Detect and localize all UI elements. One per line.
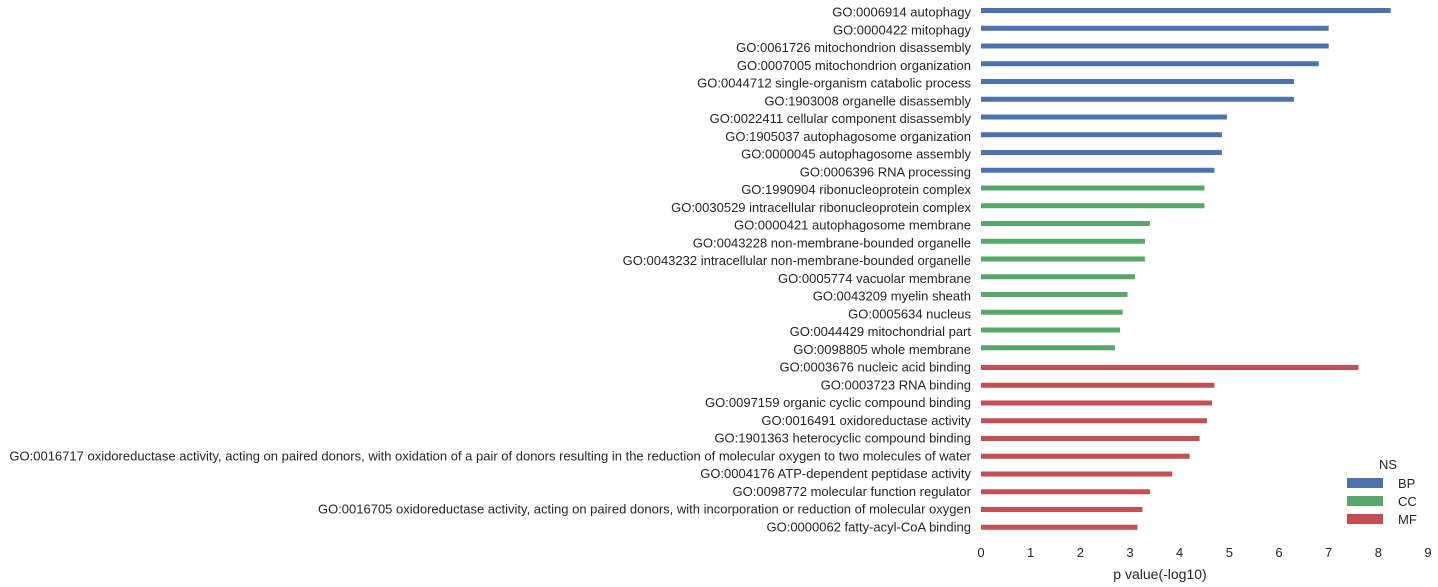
category-label: GO:0044429 mitochondrial part xyxy=(790,324,972,339)
category-label: GO:0000421 autophagosome membrane xyxy=(734,218,971,233)
category-label: GO:0004176 ATP-dependent peptidase activ… xyxy=(700,466,971,481)
bar-mf xyxy=(981,418,1207,424)
bar-bp xyxy=(981,43,1329,49)
x-tick-label: 5 xyxy=(1226,545,1233,560)
legend-title: NS xyxy=(1379,457,1397,472)
bar-mf xyxy=(981,436,1200,441)
category-label: GO:0006396 RNA processing xyxy=(800,164,971,179)
category-label: GO:0003676 nucleic acid binding xyxy=(779,360,971,375)
bar-cc xyxy=(981,309,1123,315)
category-label: GO:0006914 autophagy xyxy=(832,5,971,20)
category-label: GO:0044712 single-organism catabolic pro… xyxy=(697,76,971,91)
bar-bp xyxy=(981,150,1222,155)
category-label: GO:0043209 myelin sheath xyxy=(813,289,971,304)
category-label: GO:0061726 mitochondrion disassembly xyxy=(736,40,971,55)
x-tick-label: 6 xyxy=(1275,545,1282,560)
bar-bp xyxy=(981,167,1215,173)
legend-label-mf: MF xyxy=(1398,512,1417,527)
category-label: GO:0097159 organic cyclic compound bindi… xyxy=(705,395,971,410)
x-tick-label: 3 xyxy=(1126,545,1133,560)
bar-cc xyxy=(981,203,1205,209)
category-label: GO:0007005 mitochondrion organization xyxy=(737,58,971,73)
bar-mf xyxy=(981,489,1150,495)
x-tick-label: 1 xyxy=(1027,545,1034,560)
bar-cc xyxy=(981,274,1135,280)
legend-swatch-cc xyxy=(1347,496,1383,506)
bar-bp xyxy=(981,8,1391,13)
bar-cc xyxy=(981,327,1121,333)
legend-label-cc: CC xyxy=(1398,494,1417,509)
category-label: GO:1905037 autophagosome organization xyxy=(725,129,971,144)
bar-bp xyxy=(981,114,1227,120)
bar-bp xyxy=(981,79,1294,84)
x-tick-label: 8 xyxy=(1375,545,1382,560)
category-label: GO:0098805 whole membrane xyxy=(793,342,971,357)
bars-group xyxy=(981,8,1391,530)
legend-swatch-mf xyxy=(1347,514,1383,524)
bar-bp xyxy=(981,96,1294,102)
bar-mf xyxy=(981,453,1190,459)
legend-label-bp: BP xyxy=(1398,476,1415,491)
bar-mf xyxy=(981,507,1143,512)
category-label: GO:0016705 oxidoreductase activity, acti… xyxy=(318,502,971,517)
legend-swatch-bp xyxy=(1347,478,1383,488)
x-tick-label: 9 xyxy=(1424,545,1431,560)
category-label: GO:1901363 heterocyclic compound binding xyxy=(714,431,971,446)
category-label: GO:0098772 molecular function regulator xyxy=(733,484,972,499)
category-label: GO:0000422 mitophagy xyxy=(833,22,972,37)
bar-cc xyxy=(981,345,1116,351)
x-tick-label: 7 xyxy=(1325,545,1332,560)
bar-mf xyxy=(981,524,1138,530)
category-label: GO:0005774 vacuolar membrane xyxy=(778,271,971,286)
bar-bp xyxy=(981,25,1329,31)
category-label: GO:0016717 oxidoreductase activity, acti… xyxy=(9,448,971,463)
category-label: GO:0003723 RNA binding xyxy=(821,377,971,392)
bar-cc xyxy=(981,238,1145,244)
category-label: GO:0016491 oxidoreductase activity xyxy=(761,413,971,428)
x-axis-label: p value(-log10) xyxy=(1113,566,1206,582)
category-label: GO:0030529 intracellular ribonucleoprote… xyxy=(671,200,971,215)
category-label: GO:1990904 ribonucleoprotein complex xyxy=(741,182,971,197)
category-label: GO:0005634 nucleus xyxy=(848,306,971,321)
x-tick-label: 0 xyxy=(977,545,984,560)
category-label: GO:0022411 cellular component disassembl… xyxy=(710,111,972,126)
bar-cc xyxy=(981,256,1145,262)
bar-mf xyxy=(981,382,1215,388)
x-tick-label: 2 xyxy=(1077,545,1084,560)
bar-cc xyxy=(981,221,1150,226)
category-label: GO:0043232 intracellular non-membrane-bo… xyxy=(623,253,971,268)
category-label: GO:0000045 autophagosome assembly xyxy=(741,147,971,162)
legend: NS BP CC MF xyxy=(1347,457,1417,527)
bar-cc xyxy=(981,185,1205,191)
bar-mf xyxy=(981,365,1359,370)
x-tick-labels-group: 0 1 2 3 4 5 6 7 8 9 xyxy=(977,545,1431,560)
x-tick-label: 4 xyxy=(1176,545,1183,560)
category-label: GO:0000062 fatty-acyl-CoA binding xyxy=(766,519,971,534)
category-label: GO:1903008 organelle disassembly xyxy=(764,93,971,108)
bar-mf xyxy=(981,400,1212,406)
category-label: GO:0043228 non-membrane-bounded organell… xyxy=(693,235,971,250)
category-labels-group: GO:0006914 autophagy GO:0000422 mitophagy… xyxy=(9,5,971,535)
bar-mf xyxy=(981,471,1173,477)
bar-bp xyxy=(981,132,1222,138)
bar-cc xyxy=(981,292,1128,297)
bar-bp xyxy=(981,61,1319,67)
